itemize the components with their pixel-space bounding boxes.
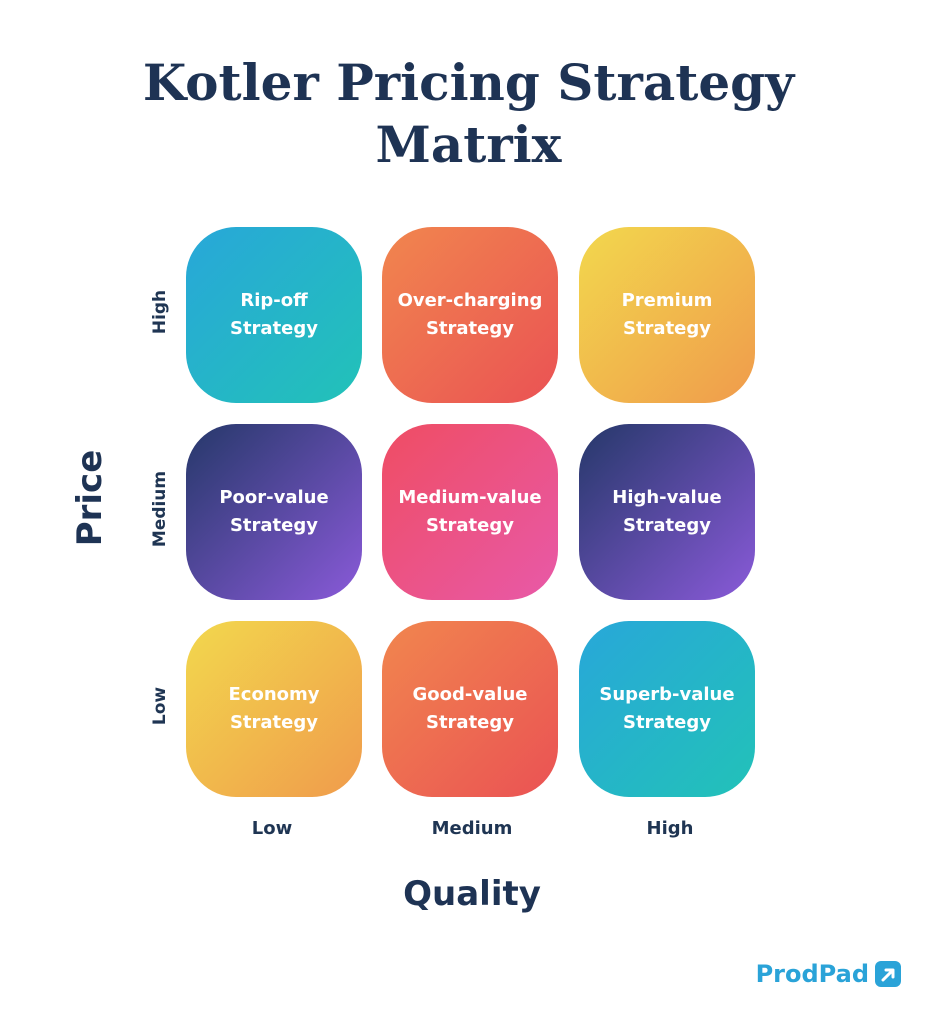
cell-medium-value-strategy: Medium-value Strategy xyxy=(382,424,558,600)
cell-line-1: Poor-value xyxy=(219,487,329,508)
title-line-1: Kotler Pricing Strategy xyxy=(142,53,795,112)
cell-premium-strategy: Premium Strategy xyxy=(579,227,755,403)
cell-line-2: Strategy xyxy=(425,318,514,339)
prodpad-arrow-icon xyxy=(875,961,901,987)
cell-line-2: Strategy xyxy=(622,515,711,536)
row-label-low: Low xyxy=(150,686,170,726)
title-line-2: Matrix xyxy=(375,115,562,174)
cell-line-2: Strategy xyxy=(229,712,318,733)
row-label-medium: Medium xyxy=(150,470,170,548)
cell-line-2: Strategy xyxy=(622,712,712,733)
cell-line-1: Over-charging xyxy=(397,290,543,311)
cell-over-charging-strategy: Over-charging Strategy xyxy=(382,227,558,403)
row-label-high: High xyxy=(150,289,170,335)
y-axis-title: Price xyxy=(70,449,110,547)
cell-line-1: Medium-value xyxy=(398,487,542,508)
cell-line-2: Strategy xyxy=(622,318,712,339)
cell-rip-off-strategy: Rip-off Strategy xyxy=(186,227,362,403)
page-title: Kotler Pricing Strategy Matrix xyxy=(0,52,937,176)
cell-high-value-strategy: High-value Strategy xyxy=(579,424,755,600)
cell-line-1: Good-value xyxy=(412,684,528,705)
brand-name: ProdPad xyxy=(755,960,869,988)
cell-superb-value-strategy: Superb-value Strategy xyxy=(579,621,755,797)
col-label-medium: Medium xyxy=(431,818,513,839)
col-label-low: Low xyxy=(251,818,293,839)
cell-line-1: Rip-off xyxy=(240,290,308,311)
cell-line-1: Economy xyxy=(228,684,320,705)
cell-line-2: Strategy xyxy=(425,712,515,733)
cell-line-2: Strategy xyxy=(425,515,514,536)
cell-poor-value-strategy: Poor-value Strategy xyxy=(186,424,362,600)
cell-line-1: Premium xyxy=(621,290,713,311)
cell-line-2: Strategy xyxy=(229,318,319,339)
x-axis-title: Quality xyxy=(403,874,541,914)
prodpad-logo: ProdPad xyxy=(756,960,901,988)
col-label-high: High xyxy=(646,818,694,839)
cell-line-1: Superb-value xyxy=(599,684,735,705)
cell-good-value-strategy: Good-value Strategy xyxy=(382,621,558,797)
cell-line-2: Strategy xyxy=(229,515,318,536)
cell-economy-strategy: Economy Strategy xyxy=(186,621,362,797)
cell-line-1: High-value xyxy=(612,487,722,508)
